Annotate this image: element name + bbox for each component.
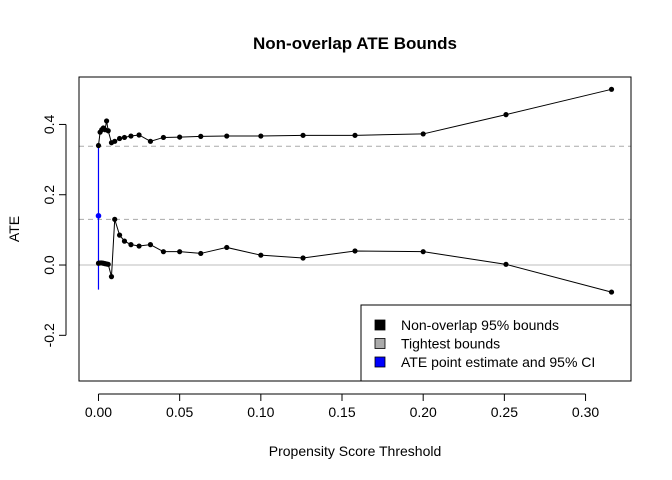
series-0-point — [224, 133, 230, 139]
series-0-point — [177, 134, 183, 140]
legend-label: ATE point estimate and 95% CI — [401, 354, 595, 370]
legend-swatch — [374, 319, 386, 331]
series-0-point — [104, 118, 110, 124]
series-1-point — [116, 232, 123, 238]
legend-label: Non-overlap 95% bounds — [401, 317, 559, 333]
series-1-point — [177, 249, 183, 255]
y-tick-label: 0.2 — [41, 185, 57, 205]
series-0-point — [198, 133, 204, 139]
series-1-point — [300, 255, 306, 261]
plot-frame — [78, 76, 632, 382]
legend-swatch — [374, 338, 386, 349]
series-1-point — [420, 249, 426, 255]
series-1-point — [136, 243, 142, 249]
series-1-point — [258, 252, 264, 258]
series-0-point — [503, 112, 509, 118]
series-0-point — [136, 132, 142, 138]
y-tick-label: -0.2 — [41, 323, 57, 347]
series-1-point — [352, 248, 358, 254]
ate-point-estimate — [95, 213, 102, 219]
series-0-point — [147, 138, 154, 144]
series-line-1 — [98, 219, 612, 293]
legend-label: Tightest bounds — [401, 336, 500, 352]
legend-box — [360, 304, 632, 382]
plot-layer — [79, 86, 631, 295]
series-0-point — [105, 128, 111, 134]
series-0-point — [608, 86, 615, 92]
chart-title: Non-overlap ATE Bounds — [253, 34, 457, 53]
series-1-point — [198, 250, 204, 257]
series-0-point — [112, 138, 118, 144]
x-tick-label: 0.30 — [572, 404, 599, 420]
series-1-point — [128, 242, 134, 248]
axes-layer: 0.00 0.05 0.10 0.15 0.20 0.25 0.30 -0.2 0.0 0.2 0.… — [41, 76, 632, 420]
series-1-point — [112, 216, 118, 222]
series-0-point — [160, 134, 167, 141]
series-0-point — [258, 133, 264, 139]
x-tick-label: 0.00 — [85, 404, 112, 420]
legend-swatch — [374, 356, 386, 368]
x-tick-label: 0.25 — [491, 404, 518, 420]
x-axis-label: Propensity Score Threshold — [269, 443, 442, 459]
x-tick-label: 0.20 — [410, 404, 437, 420]
x-tick-label: 0.05 — [166, 404, 193, 420]
series-0-point — [420, 131, 426, 137]
series-0-point — [128, 133, 134, 139]
series-1-point — [503, 261, 509, 267]
y-axis-label: ATE — [6, 216, 22, 242]
series-0-point — [121, 134, 128, 141]
series-1-point — [108, 274, 115, 280]
x-tick-label: 0.10 — [247, 404, 274, 420]
series-0-point — [95, 142, 102, 149]
y-tick-label: 0.0 — [41, 255, 57, 275]
legend: Non-overlap 95% bounds Tightest bounds ATE… — [360, 304, 632, 382]
x-tick-label: 0.15 — [328, 404, 355, 420]
series-1-point — [147, 242, 154, 248]
series-0-point — [116, 135, 123, 142]
series-1-point — [608, 289, 615, 295]
series-1-point — [121, 238, 128, 244]
y-tick-label: 0.4 — [41, 115, 57, 135]
series-1-point — [224, 244, 230, 251]
series-1-point — [105, 261, 111, 267]
series-0-point — [300, 132, 306, 138]
series-0-point — [352, 132, 358, 138]
series-1-point — [160, 249, 167, 255]
